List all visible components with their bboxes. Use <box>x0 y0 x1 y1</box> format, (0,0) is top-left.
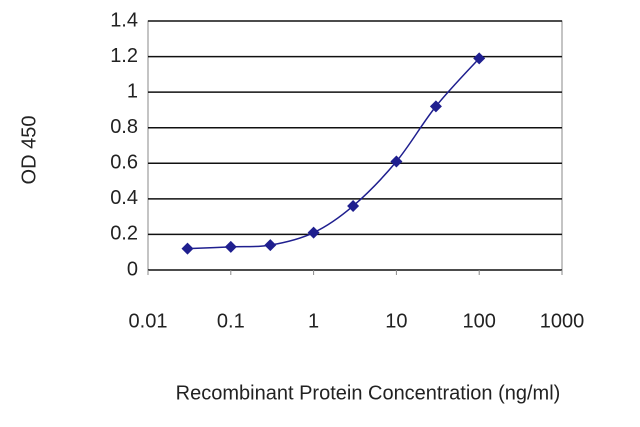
y-tick-label: 1 <box>127 80 138 102</box>
data-line <box>187 57 480 250</box>
x-tick-label: 0.01 <box>129 310 168 332</box>
x-tick-label: 1000 <box>540 310 585 332</box>
data-point <box>473 52 486 65</box>
x-tick-label: 100 <box>463 310 496 332</box>
y-tick-label: 0.2 <box>110 223 138 245</box>
x-tick-label: 10 <box>385 310 407 332</box>
x-tick-label: 1 <box>308 310 319 332</box>
y-tick-label: 0.4 <box>110 187 138 209</box>
data-point <box>347 199 360 212</box>
y-axis-label: OD 450 <box>18 116 40 185</box>
data-point <box>429 100 442 113</box>
plot-frame <box>147 20 563 271</box>
y-tick-label: 0.8 <box>110 116 138 138</box>
data-point <box>264 239 277 252</box>
data-point <box>390 155 403 168</box>
y-tick-label: 0 <box>127 258 138 280</box>
data-point <box>181 242 194 255</box>
y-tick-label: 1.2 <box>110 45 138 67</box>
data-point <box>224 240 237 253</box>
y-tick-label: 0.6 <box>110 152 138 174</box>
data-point <box>307 226 320 239</box>
y-tick-label: 1.4 <box>110 9 138 31</box>
x-tick-label: 0.1 <box>217 310 245 332</box>
x-axis-label: Recombinant Protein Concentration (ng/ml… <box>176 382 561 404</box>
